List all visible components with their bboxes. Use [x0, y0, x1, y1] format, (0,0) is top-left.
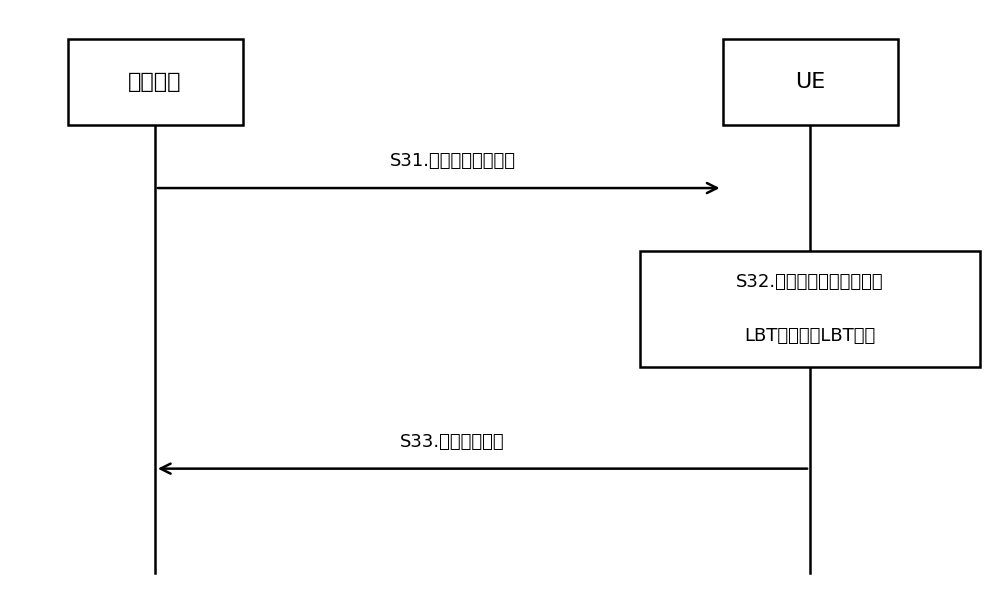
FancyBboxPatch shape — [722, 39, 898, 125]
Text: S33.发送上报信息: S33.发送上报信息 — [400, 433, 505, 451]
Text: LBT，并统计LBT结果: LBT，并统计LBT结果 — [744, 327, 876, 345]
Text: S31.发送测量配置信息: S31.发送测量配置信息 — [390, 152, 516, 170]
Text: 网络设备: 网络设备 — [128, 72, 182, 92]
Text: UE: UE — [795, 72, 825, 92]
FancyBboxPatch shape — [640, 251, 980, 367]
Text: S32.在每次上行传输前进行: S32.在每次上行传输前进行 — [736, 273, 884, 291]
FancyBboxPatch shape — [68, 39, 242, 125]
